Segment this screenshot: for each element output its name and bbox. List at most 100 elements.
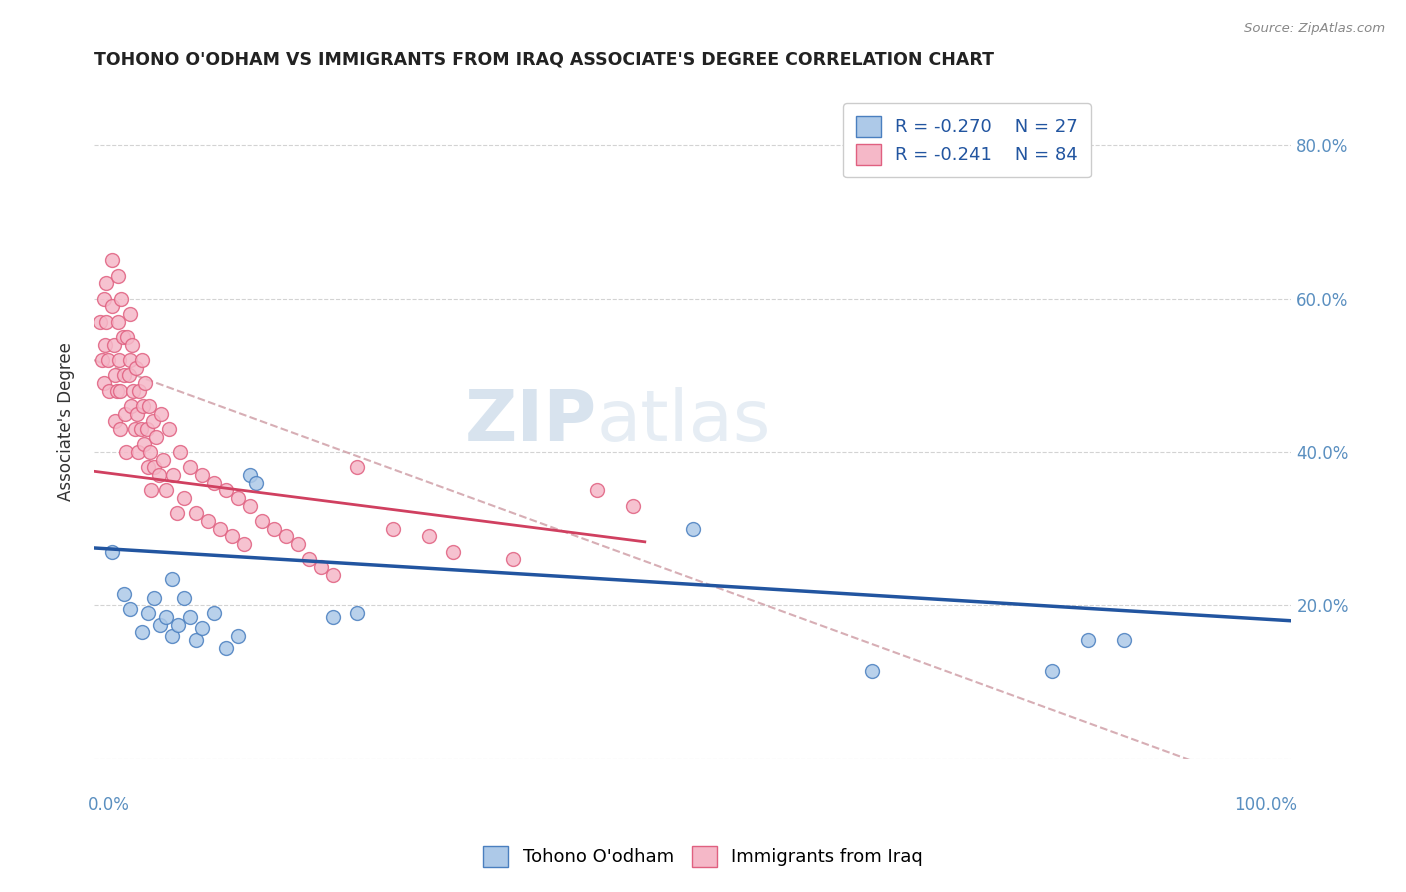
Point [142,414,165,428]
Point [221,529,243,543]
Point [239,499,262,513]
Point [274,529,297,543]
Point [93,376,115,391]
Point [136,460,159,475]
Point [155,610,177,624]
Point [124,422,146,436]
Point [97,353,120,368]
Point [107,315,129,329]
Point [184,632,207,647]
Point [418,529,440,543]
Point [139,445,162,459]
Point [322,567,344,582]
Point [190,468,212,483]
Text: Source: ZipAtlas.com: Source: ZipAtlas.com [1244,22,1385,36]
Point [94,315,117,329]
Point [621,499,644,513]
Point [586,483,609,498]
Point [91,353,114,368]
Point [112,587,135,601]
Point [202,475,225,490]
Text: TOHONO O'ODHAM VS IMMIGRANTS FROM IRAQ ASSOCIATE'S DEGREE CORRELATION CHART: TOHONO O'ODHAM VS IMMIGRANTS FROM IRAQ A… [94,51,994,69]
Point [105,384,128,398]
Point [197,514,219,528]
Point [208,522,231,536]
Point [322,610,344,624]
Point [103,338,125,352]
Point [108,353,131,368]
Point [115,445,138,459]
Point [134,437,156,451]
Point [150,407,173,421]
Point [346,460,368,475]
Point [263,522,285,536]
Point [179,610,201,624]
Point [121,338,143,352]
Point [152,452,174,467]
Point [173,591,195,605]
Point [149,617,172,632]
Text: 100.0%: 100.0% [1234,796,1298,814]
Point [346,606,368,620]
Point [131,625,153,640]
Point [1112,632,1135,647]
Point [127,445,149,459]
Point [93,292,115,306]
Point [202,606,225,620]
Point [287,537,309,551]
Text: 0.0%: 0.0% [89,796,129,814]
Point [184,507,207,521]
Point [118,307,141,321]
Point [101,300,124,314]
Point [111,330,134,344]
Point [160,572,183,586]
Point [101,545,124,559]
Point [93,338,115,352]
Point [226,491,249,505]
Point [142,460,165,475]
Point [682,522,704,536]
Point [125,407,148,421]
Point [104,368,127,383]
Point [98,384,121,398]
Point [232,537,254,551]
Point [173,491,195,505]
Point [128,384,150,398]
Point [118,368,141,383]
Text: ZIP: ZIP [464,387,598,456]
Point [135,422,157,436]
Legend: Tohono O'odham, Immigrants from Iraq: Tohono O'odham, Immigrants from Iraq [475,838,931,874]
Legend: R = -0.270    N = 27, R = -0.241    N = 84: R = -0.270 N = 27, R = -0.241 N = 84 [844,103,1091,178]
Point [382,522,405,536]
Point [125,360,148,375]
Text: atlas: atlas [598,387,772,456]
Point [860,664,883,678]
Point [110,292,132,306]
Point [166,617,188,632]
Point [104,414,127,428]
Point [94,277,117,291]
Point [112,368,135,383]
Point [239,468,262,483]
Point [142,591,165,605]
Point [311,560,333,574]
Point [214,483,236,498]
Point [162,468,184,483]
Point [226,629,249,643]
Point [110,384,132,398]
Point [138,399,160,413]
Point [114,407,136,421]
Point [107,268,129,283]
Point [118,602,141,616]
Point [131,353,153,368]
Point [132,399,155,413]
Point [101,253,124,268]
Point [141,483,163,498]
Point [89,315,111,329]
Point [155,483,177,498]
Point [120,399,142,413]
Point [245,475,267,490]
Point [1077,632,1099,647]
Point [110,422,132,436]
Point [136,606,159,620]
